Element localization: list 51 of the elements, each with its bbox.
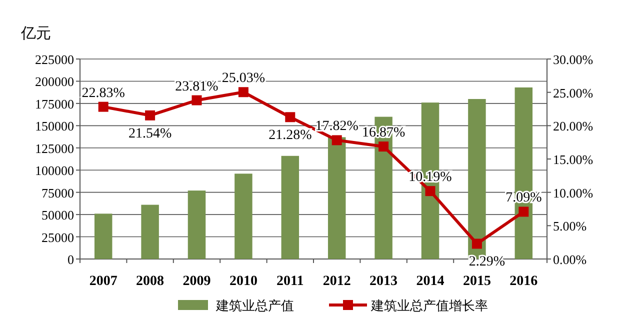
point <box>98 102 108 112</box>
data-label: 22.83% <box>82 86 126 101</box>
y2-tick-label: 5.00% <box>553 218 587 234</box>
bar <box>281 156 300 259</box>
y-tick-label: 100000 <box>35 163 74 178</box>
point <box>192 95 202 106</box>
y2-tick-label: 20.00% <box>553 118 594 134</box>
data-label: 10.19% <box>408 170 452 186</box>
point <box>378 142 389 152</box>
bar <box>94 214 112 259</box>
point <box>145 110 156 120</box>
y2-tick-label: 0.00% <box>553 252 587 267</box>
bar <box>328 137 346 259</box>
y2-tick-label: 15.00% <box>553 152 594 167</box>
y-tick-label: 175000 <box>35 96 74 112</box>
x-tick-label: 2008 <box>136 274 164 289</box>
y-axis-title: 亿元 <box>20 24 51 42</box>
x-tick-label: 2009 <box>182 274 211 289</box>
x-tick-label: 2013 <box>370 274 398 289</box>
legend-label: 建筑业总产值 <box>215 299 294 314</box>
data-label: 21.28% <box>268 128 312 144</box>
y-tick-label: 150000 <box>35 118 74 134</box>
x-tick-label: 2007 <box>89 274 118 289</box>
point <box>238 87 248 98</box>
y-tick-label: 200000 <box>35 74 74 90</box>
y2-tick-label: 25.00% <box>553 85 594 100</box>
y-tick-label: 25000 <box>42 230 74 245</box>
data-label: 23.81% <box>175 79 219 94</box>
x-tick-label: 2012 <box>322 274 351 289</box>
y2-tick-label: 10.00% <box>553 185 594 200</box>
bar <box>188 190 206 259</box>
y-tick-label: 75000 <box>42 185 74 200</box>
legend-label: 建筑业总产值增长率 <box>370 298 488 314</box>
y2-tick-label: 30.00% <box>553 52 594 67</box>
point <box>285 112 296 122</box>
x-tick-label: 2014 <box>416 274 444 289</box>
y-tick-label: 0 <box>68 252 74 267</box>
y-tick-label: 125000 <box>35 140 74 156</box>
y-tick-label: 50000 <box>42 208 74 223</box>
point <box>332 135 342 146</box>
x-tick-label: 2015 <box>462 274 491 289</box>
point <box>472 238 482 249</box>
point <box>518 206 529 217</box>
x-tick-label: 2010 <box>229 274 258 289</box>
bar <box>141 204 159 259</box>
data-label: 21.54% <box>128 126 172 142</box>
point <box>425 186 436 196</box>
x-tick-label: 2016 <box>510 274 538 289</box>
x-tick-label: 2011 <box>276 274 304 289</box>
bar <box>234 174 252 259</box>
y-tick-label: 225000 <box>35 52 74 67</box>
